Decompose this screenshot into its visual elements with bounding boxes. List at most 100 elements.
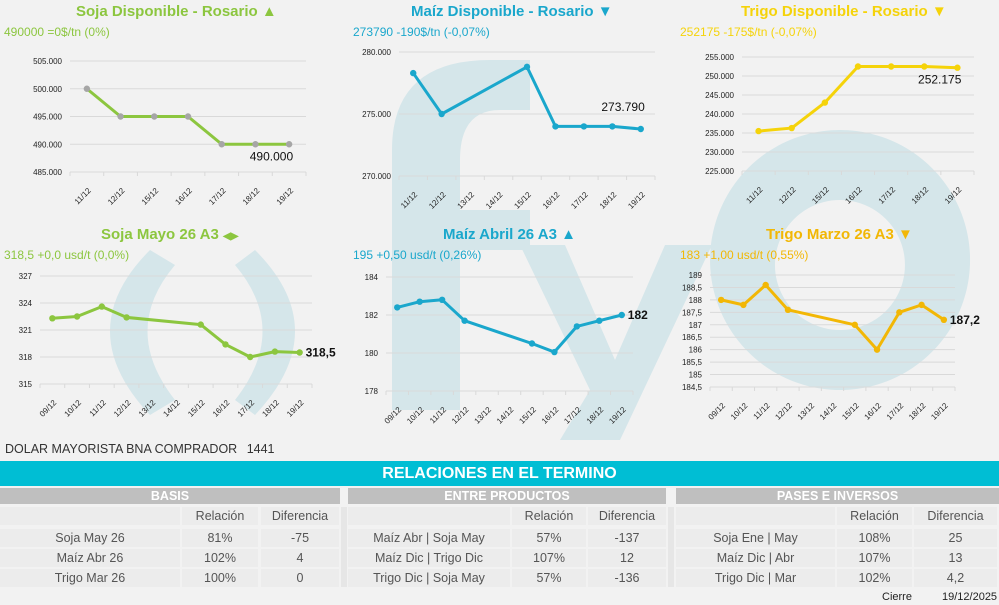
data-point [717, 296, 725, 304]
x-tick-label: 18/12 [260, 398, 281, 419]
y-tick-label: 250.000 [705, 72, 734, 81]
x-tick-label: 12/12 [773, 401, 794, 422]
x-tick-label: 14/12 [818, 401, 839, 422]
data-point [246, 353, 254, 361]
line-chart: 505.000 500.000 495.000 490.000 485.000 11/12… [33, 57, 307, 207]
data-point [573, 323, 581, 330]
y-tick-label: 186,5 [682, 333, 703, 342]
y-tick-label: 178 [365, 387, 379, 396]
x-tick-label: 15/12 [186, 398, 207, 419]
last-value-label: 490.000 [250, 149, 294, 163]
y-tick-label: 485.000 [33, 168, 62, 177]
x-tick-label: 11/12 [73, 186, 93, 206]
data-point [940, 316, 948, 323]
relacion-cell: 107% [837, 549, 912, 567]
table-header-row: Relación Diferencia [0, 507, 340, 525]
y-tick-label: 245.000 [705, 91, 734, 100]
y-tick-label: 255.000 [705, 53, 734, 62]
data-point [410, 69, 417, 77]
y-tick-label: 184,5 [682, 383, 703, 392]
y-tick-label: 495.000 [33, 113, 62, 122]
x-tick-label: 10/12 [405, 405, 426, 426]
row-label: Maíz Abr | Soja May [348, 529, 510, 547]
chart-title-text: Soja Disponible - Rosario [76, 3, 258, 20]
table-row: Trigo Dic | Mar 102% 4,2 [676, 569, 999, 587]
table-row: Maíz Abr | Soja May 57% -137 [348, 529, 666, 547]
x-tick-label: 10/12 [729, 401, 750, 422]
row-label: Trigo Dic | Soja May [348, 569, 510, 587]
data-point [523, 63, 531, 71]
header-cell [676, 507, 835, 525]
x-tick-label: 18/12 [910, 185, 931, 206]
chart-panel-soja-mayo: Soja Mayo 26 A3 ◀▶ 318,5 +0,0 usd/t (0,0… [0, 222, 336, 437]
row-label: Maíz Dic | Trigo Dic [348, 549, 510, 567]
diferencia-cell: 4 [261, 549, 339, 567]
x-tick-label: 16/12 [863, 401, 884, 422]
row-label: Soja May 26 [0, 529, 180, 547]
x-tick-label: 09/12 [707, 401, 728, 422]
x-tick-label: 12/12 [450, 405, 471, 426]
diferencia-cell: -137 [588, 529, 666, 547]
table-header-row: Relación Diferencia [676, 507, 999, 525]
chart-title: Maíz Abril 26 A3 ▲ [443, 226, 576, 243]
table-title: PASES E INVERSOS [676, 488, 999, 504]
y-tick-label: 184 [365, 273, 379, 282]
x-tick-label: 17/12 [877, 185, 898, 206]
relacion-cell: 57% [512, 569, 586, 587]
x-tick-label: 16/12 [540, 405, 561, 426]
data-point [851, 321, 858, 328]
y-tick-label: 189 [689, 271, 703, 280]
data-point [83, 85, 91, 92]
line-chart: 189 188,5 188 187,5 187 186,5 186 185,5 185 184,5… [682, 271, 980, 422]
header-cell: Relación [837, 507, 912, 525]
x-tick-label: 13/12 [456, 190, 477, 211]
header-cell: Relación [182, 507, 258, 525]
diferencia-cell: 0 [261, 569, 339, 587]
last-value-label: 187,2 [950, 313, 980, 327]
header-cell: Diferencia [914, 507, 997, 525]
y-tick-label: 240.000 [705, 110, 734, 119]
dolar-label: DOLAR MAYORISTA BNA COMPRADOR [5, 442, 238, 456]
chart-title: Soja Disponible - Rosario ▲ [76, 3, 277, 20]
y-tick-label: 185,5 [682, 358, 703, 367]
data-point [416, 298, 423, 305]
table-separator [668, 507, 674, 587]
line-chart: 255.000 250.000 245.000 240.000 235.000 230.0… [705, 53, 975, 206]
down-triangle-icon: ▼ [897, 226, 913, 243]
x-tick-label: 17/12 [562, 405, 583, 426]
data-point [98, 303, 106, 310]
y-tick-label: 188,5 [682, 283, 703, 292]
y-tick-label: 180 [365, 349, 379, 358]
line-chart: 327 324 321 318 315 09/12 10/12 11/12 12/12 13/12… [19, 272, 336, 419]
up-triangle-icon: ▲ [561, 226, 576, 243]
table-row: Maíz Abr 26 102% 4 [0, 549, 340, 567]
data-point [788, 124, 795, 132]
data-point [551, 348, 558, 356]
data-point [252, 141, 259, 148]
table-header-row: Relación Diferencia [348, 507, 666, 525]
x-tick-label: 18/12 [598, 190, 619, 211]
data-point [609, 123, 616, 130]
chart-title: Maíz Disponible - Rosario ▼ [411, 3, 613, 20]
data-point [740, 301, 747, 309]
y-tick-label: 505.000 [33, 57, 62, 66]
header-cell [348, 507, 510, 525]
last-value-label: 182 [628, 308, 648, 322]
x-tick-label: 12/12 [106, 186, 127, 207]
diferencia-cell: 13 [914, 549, 997, 567]
chart-title: Soja Mayo 26 A3 ◀▶ [101, 226, 238, 243]
data-point [394, 304, 401, 311]
data-point [461, 317, 468, 324]
row-label: Trigo Dic | Mar [676, 569, 835, 587]
series-line [720, 283, 945, 352]
chart-title: Trigo Marzo 26 A3 ▼ [766, 226, 913, 243]
table-row: Trigo Mar 26 100% 0 [0, 569, 340, 587]
data-point [197, 321, 204, 328]
header-cell: Relación [512, 507, 586, 525]
data-point [618, 311, 625, 319]
x-tick-label: 14/12 [484, 190, 505, 211]
y-tick-label: 235.000 [705, 129, 734, 138]
last-value-label: 318,5 [306, 346, 336, 360]
diferencia-cell: 4,2 [914, 569, 997, 587]
chart-subtitle: 195 +0,50 usd/t (0,26%) [353, 248, 482, 262]
